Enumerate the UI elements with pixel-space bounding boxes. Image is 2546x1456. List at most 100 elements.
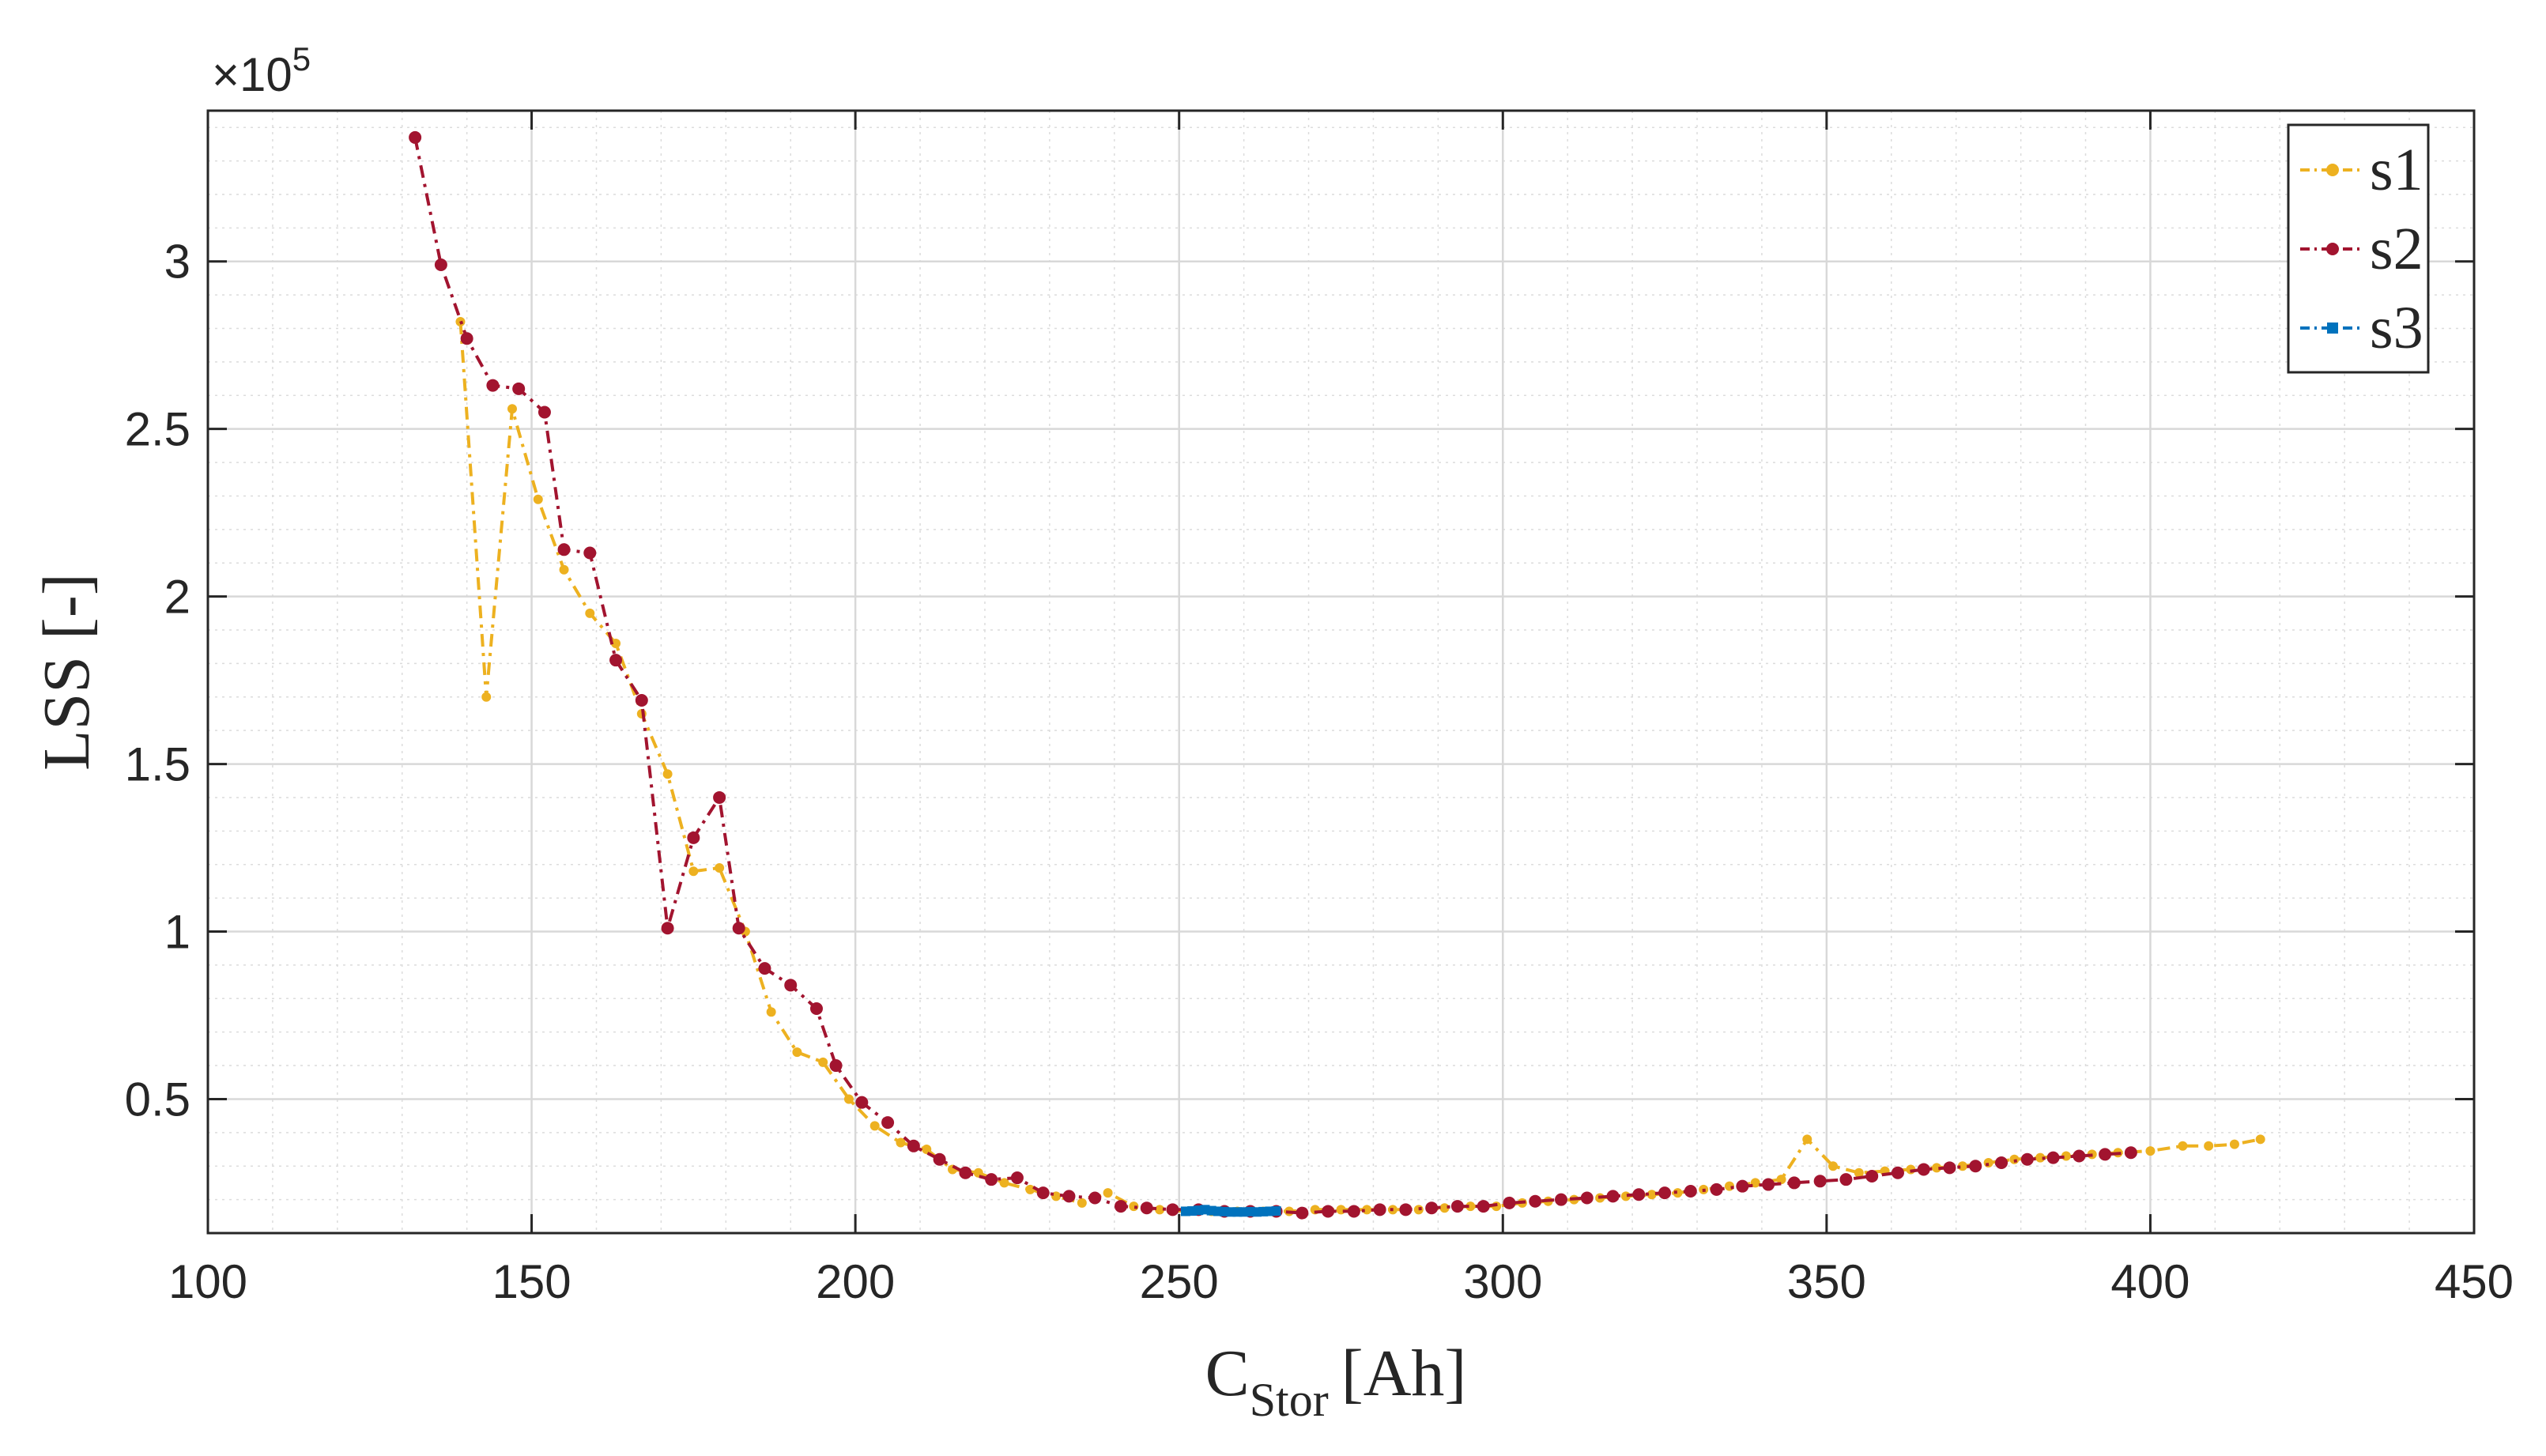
data-point-s2 [1736, 1179, 1749, 1193]
data-point-s2 [1114, 1200, 1127, 1213]
data-point-s2 [985, 1173, 998, 1186]
legend-label-s3: s3 [2370, 295, 2423, 361]
data-point-s2 [460, 332, 473, 345]
legend-marker-s1 [2326, 164, 2339, 176]
y-exponent-label: ×105 [212, 40, 311, 101]
data-point-s2 [486, 379, 500, 392]
x-tick-label: 350 [1787, 1255, 1866, 1308]
data-point-s2 [1917, 1163, 1930, 1176]
data-point-s2 [784, 979, 798, 992]
data-point-s2 [1373, 1203, 1386, 1216]
data-point-s1 [1646, 1190, 1657, 1200]
legend-label-s1: s1 [2370, 137, 2423, 203]
data-point-s1 [559, 564, 569, 575]
data-point-s1 [922, 1145, 932, 1155]
x-tick-labels: 100 150 200 250 300 350 400 450 [168, 1255, 2514, 1308]
data-point-s2 [609, 654, 623, 667]
data-point-s1 [869, 1121, 880, 1131]
y-tick-label: 2.5 [125, 403, 190, 456]
data-point-s1 [1077, 1198, 1087, 1208]
data-point-s2 [809, 1002, 823, 1015]
data-point-s2 [2073, 1149, 2086, 1163]
data-point-s2 [2046, 1151, 2060, 1164]
x-axis-title-unit: [Ah] [1341, 1337, 1467, 1410]
y-tick-label: 0.5 [125, 1073, 190, 1126]
data-point-s2 [1425, 1201, 1439, 1215]
data-point-s1 [1155, 1205, 1165, 1215]
y-axis-title: LSS [-] [30, 573, 104, 771]
data-point-s2 [1606, 1190, 1620, 1203]
data-point-s2 [1088, 1191, 1102, 1205]
legend-entry-s3: s3 [2300, 295, 2423, 361]
data-point-s2 [829, 1059, 843, 1073]
data-point-s1 [1103, 1188, 1113, 1198]
x-tick-label: 400 [2110, 1255, 2190, 1308]
data-point-s2 [557, 543, 571, 556]
legend-label-s2: s2 [2370, 216, 2423, 282]
x-tick-label: 100 [168, 1255, 247, 1308]
y-exponent-power: 5 [292, 40, 311, 77]
data-point-s1 [2178, 1141, 2188, 1151]
data-point-s1 [2009, 1154, 2020, 1164]
data-point-s2 [687, 831, 700, 844]
data-point-s2 [2124, 1146, 2137, 1160]
data-point-s2 [907, 1139, 920, 1152]
series-group [409, 130, 2265, 1220]
y-tick-label: 2 [164, 571, 190, 624]
data-point-s1 [585, 608, 595, 618]
data-point-s2 [1036, 1186, 1050, 1200]
legend-marker-s3 [2327, 323, 2338, 334]
data-point-s2 [2020, 1152, 2034, 1166]
axis-ticks [206, 111, 2476, 1233]
x-tick-label: 250 [1140, 1255, 1219, 1308]
plot-background [208, 111, 2474, 1233]
data-point-s2 [1322, 1205, 1335, 1218]
data-point-s2 [537, 405, 551, 419]
data-point-s3 [1271, 1206, 1281, 1216]
legend-entry-s2: s2 [2300, 216, 2423, 282]
x-tick-label: 150 [492, 1255, 571, 1308]
data-point-s1 [999, 1178, 1009, 1188]
x-axis-title-main: C [1205, 1337, 1250, 1410]
data-point-s2 [1710, 1183, 1723, 1196]
data-point-s1 [792, 1047, 802, 1058]
data-point-s1 [1051, 1191, 1062, 1201]
data-point-s2 [732, 922, 745, 935]
data-point-s2 [959, 1166, 972, 1179]
data-point-s2 [583, 546, 597, 560]
data-point-s2 [434, 258, 447, 271]
data-point-s2 [1062, 1190, 1076, 1203]
data-point-s1 [715, 862, 725, 873]
data-point-s2 [1580, 1191, 1594, 1205]
x-axis-title-subscript: Stor [1250, 1374, 1329, 1426]
data-point-s2 [855, 1096, 869, 1109]
data-point-s2 [1296, 1206, 1309, 1220]
x-tick-label: 450 [2435, 1255, 2514, 1308]
data-point-s2 [2099, 1148, 2112, 1161]
data-point-s2 [1865, 1169, 1879, 1183]
data-point-s1 [1932, 1163, 1942, 1173]
data-point-s2 [1995, 1156, 2009, 1169]
data-point-s2 [1140, 1201, 1153, 1215]
data-point-s1 [843, 1094, 854, 1104]
data-point-s2 [1477, 1200, 1490, 1213]
y-tick-label: 1 [164, 906, 190, 959]
data-point-s2 [1632, 1188, 1646, 1201]
data-point-s1 [1336, 1205, 1346, 1215]
data-point-s2 [512, 382, 526, 395]
data-point-s2 [1503, 1196, 1516, 1209]
data-point-s2 [409, 130, 422, 144]
data-point-s1 [1750, 1178, 1760, 1188]
data-point-s2 [1684, 1185, 1697, 1198]
data-point-s2 [1450, 1200, 1464, 1213]
data-point-s1 [481, 692, 492, 702]
data-point-s1 [1465, 1201, 1476, 1212]
x-tick-label: 200 [816, 1255, 895, 1308]
data-point-s1 [507, 404, 517, 414]
y-tick-label: 3 [164, 236, 190, 289]
legend-entry-s1: s1 [2300, 137, 2423, 203]
data-point-s1 [896, 1137, 906, 1148]
data-point-s2 [1347, 1205, 1360, 1218]
data-point-s2 [1399, 1203, 1413, 1216]
plot-frame [206, 109, 2476, 1235]
